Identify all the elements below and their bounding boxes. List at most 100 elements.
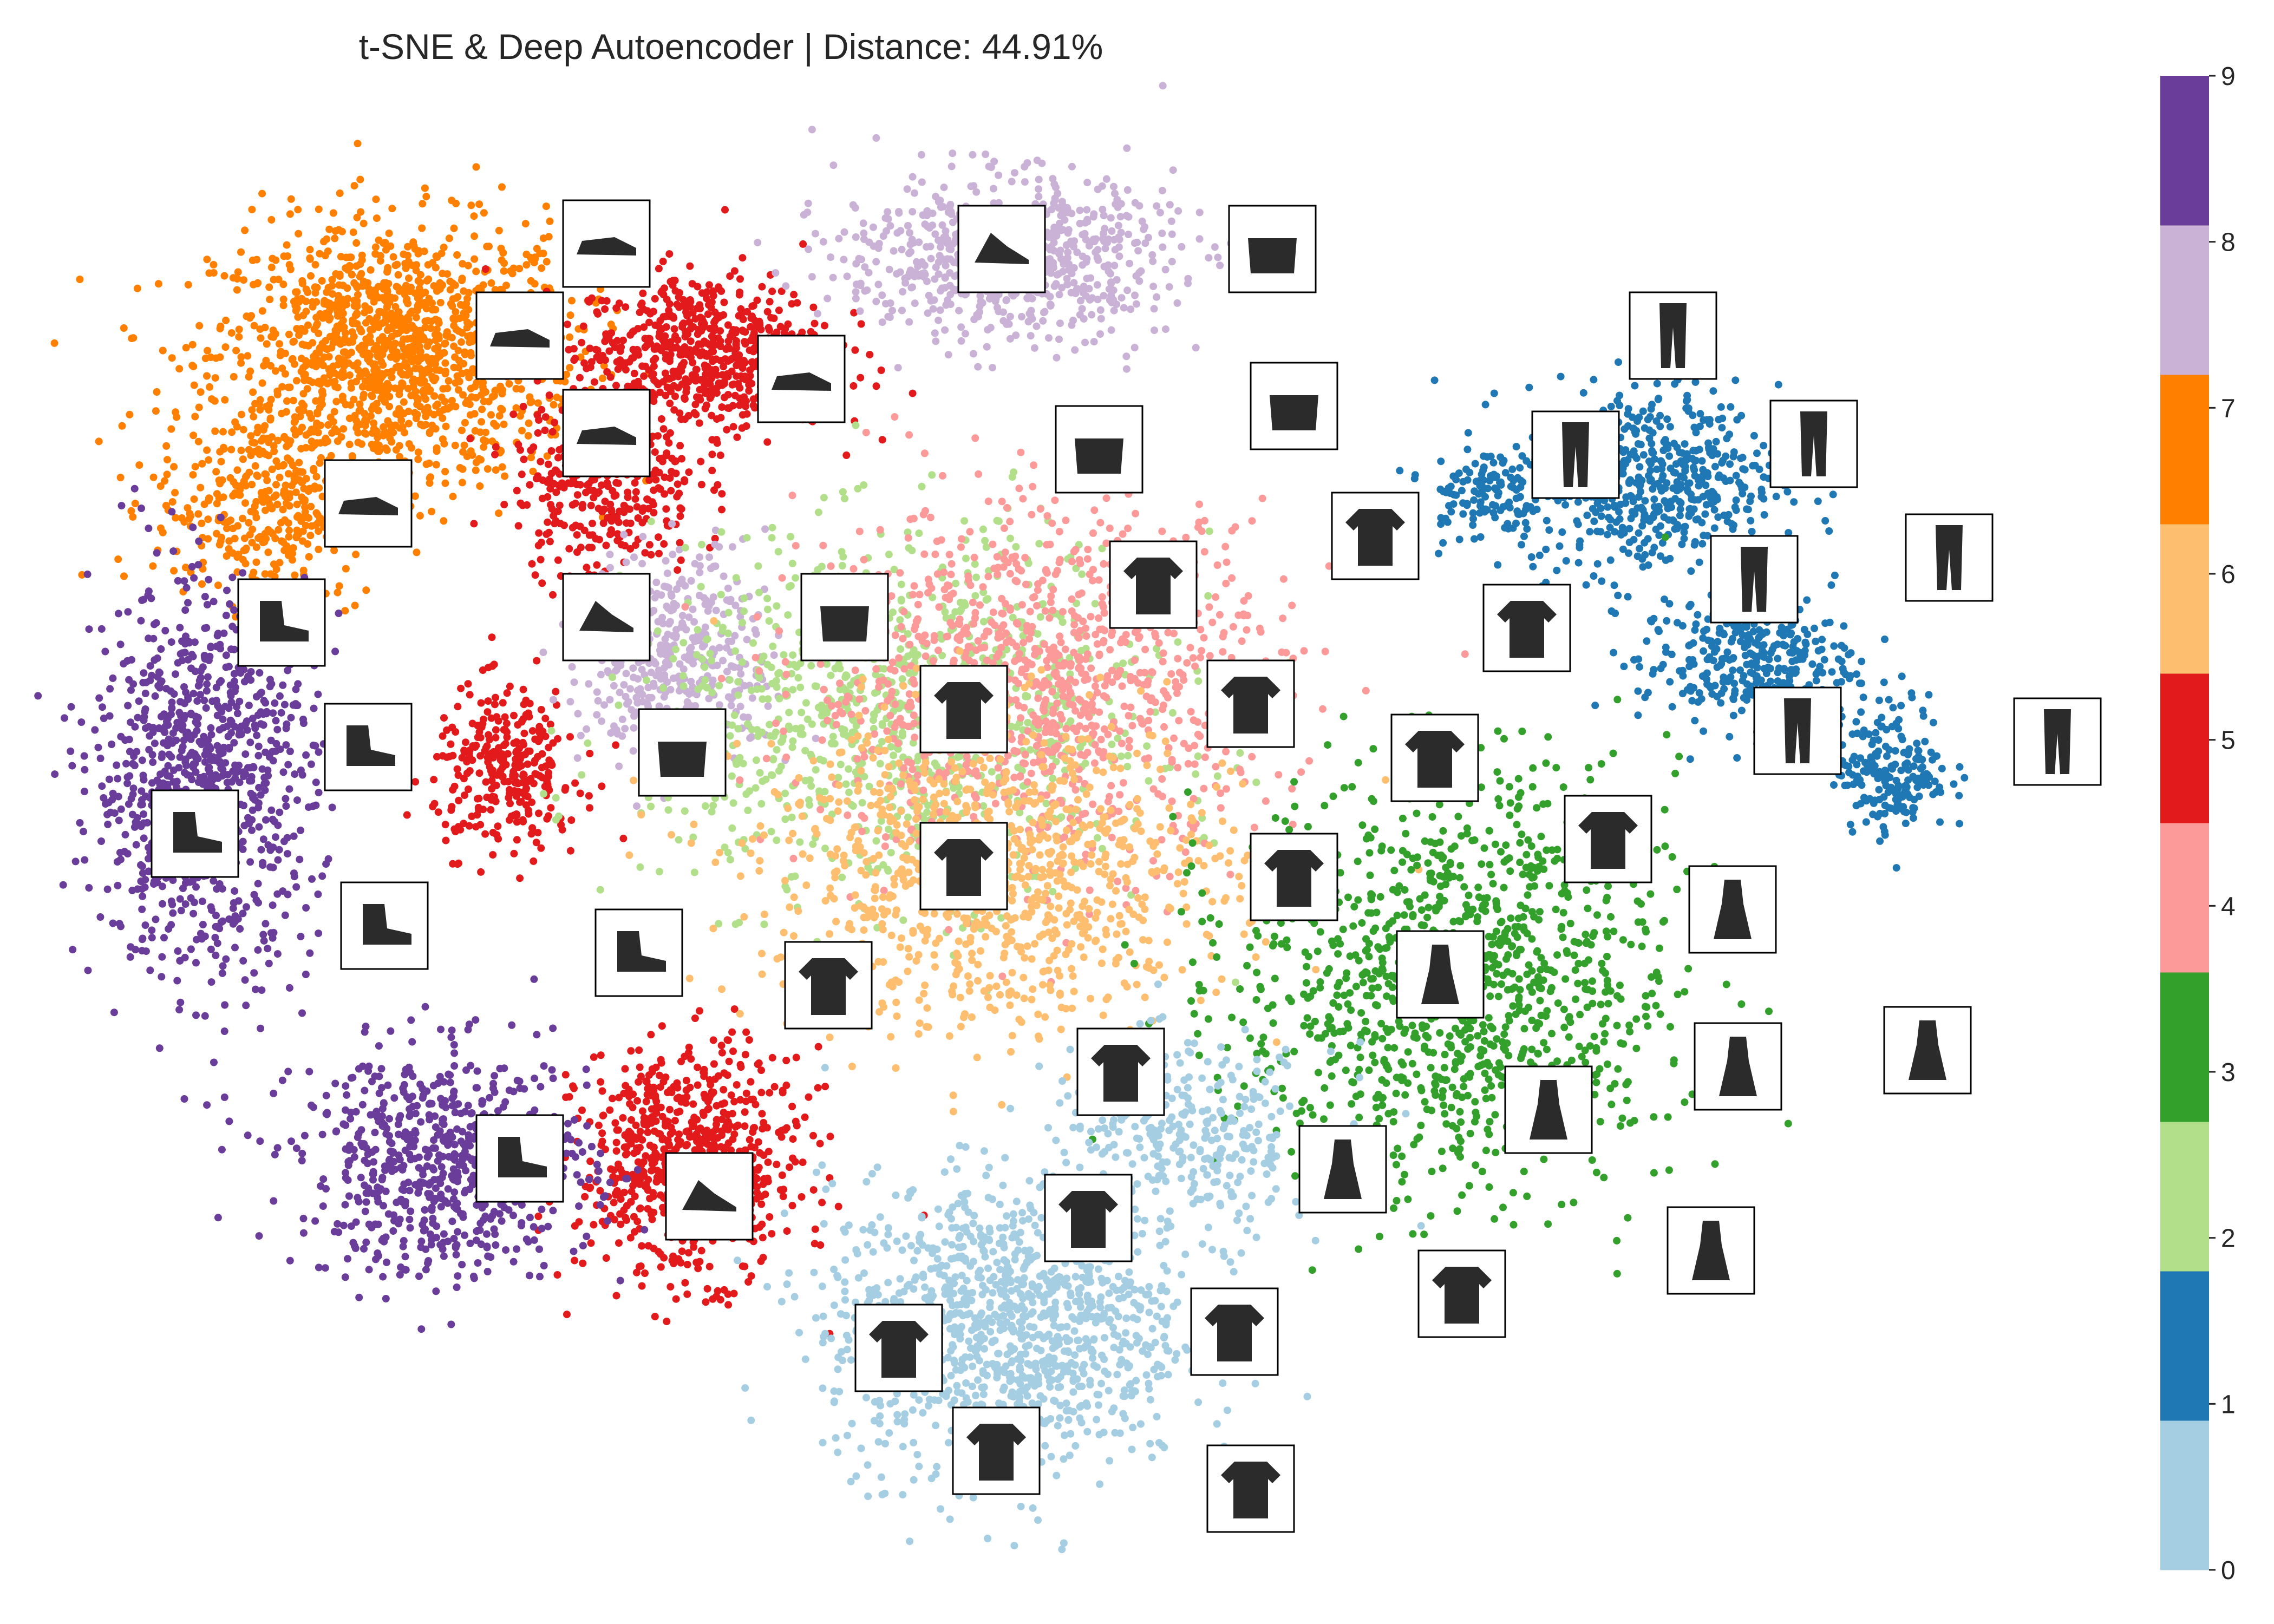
data-point: [262, 779, 270, 787]
data-point: [369, 402, 377, 410]
data-point: [104, 820, 112, 828]
data-point: [452, 294, 460, 302]
data-point: [497, 404, 505, 412]
data-point: [417, 355, 425, 363]
data-point: [757, 1257, 765, 1265]
data-point: [700, 378, 708, 387]
data-point: [167, 425, 175, 433]
data-point: [459, 465, 467, 473]
data-point: [495, 226, 503, 234]
data-point: [779, 1086, 787, 1095]
data-point: [597, 1078, 605, 1086]
data-point: [805, 1093, 813, 1101]
data-point: [694, 1081, 702, 1089]
data-point: [392, 355, 400, 363]
data-point: [81, 788, 88, 796]
data-point: [262, 920, 270, 928]
data-point: [344, 351, 352, 359]
data-point: [720, 379, 728, 388]
data-point: [834, 1202, 842, 1210]
data-point: [644, 1176, 652, 1184]
data-point: [528, 727, 537, 735]
data-point: [273, 500, 282, 508]
data-point: [544, 478, 551, 486]
data-point: [229, 525, 237, 533]
data-point: [85, 884, 93, 892]
data-point: [677, 505, 685, 513]
data-point: [524, 760, 532, 768]
data-point: [211, 397, 219, 405]
data-point: [265, 753, 273, 761]
data-point: [188, 775, 196, 783]
data-point: [552, 488, 560, 496]
data-point: [629, 1103, 637, 1111]
data-point: [478, 418, 486, 426]
data-point: [491, 700, 499, 709]
data-point: [459, 260, 467, 268]
data-point: [120, 572, 128, 580]
data-point: [697, 1247, 705, 1255]
data-point: [502, 281, 510, 290]
data-point: [383, 287, 391, 296]
data-point: [414, 344, 422, 352]
data-point: [665, 439, 673, 447]
data-point: [367, 266, 375, 274]
data-point: [217, 457, 225, 466]
data-point: [210, 598, 218, 606]
data-point: [241, 499, 249, 507]
data-point: [321, 297, 329, 305]
data-point: [770, 1083, 779, 1091]
data-point: [633, 1217, 642, 1226]
data-point: [615, 479, 622, 487]
data-point: [278, 1076, 286, 1084]
data-point: [273, 950, 282, 958]
data-point: [509, 771, 517, 779]
data-point: [371, 1129, 379, 1137]
data-point: [358, 282, 367, 290]
data-point: [424, 275, 433, 283]
data-point: [496, 1064, 504, 1072]
data-point: [190, 381, 198, 389]
data-point: [554, 454, 562, 462]
data-point: [614, 365, 622, 374]
data-point: [130, 484, 139, 493]
data-point: [518, 470, 526, 479]
data-point: [809, 1186, 818, 1194]
data-point: [633, 1097, 642, 1105]
data-point: [565, 545, 573, 553]
data-point: [775, 306, 783, 315]
data-point: [249, 525, 257, 533]
data-point: [649, 470, 657, 478]
data-point: [331, 383, 339, 391]
data-point: [588, 294, 596, 302]
data-point: [586, 1183, 594, 1191]
data-point: [222, 316, 230, 324]
data-point: [596, 1201, 604, 1209]
data-point: [218, 885, 226, 893]
data-point: [279, 302, 287, 310]
data-point: [439, 732, 447, 740]
data-point: [248, 406, 256, 414]
data-point: [306, 254, 314, 262]
data-point: [251, 724, 259, 732]
data-point: [411, 778, 420, 786]
data-point: [743, 307, 751, 316]
data-point: [222, 611, 230, 619]
data-point: [312, 778, 320, 787]
data-point: [197, 388, 205, 396]
data-point: [279, 490, 287, 498]
data-point: [647, 1031, 655, 1039]
data-point: [302, 357, 310, 365]
data-point: [579, 501, 586, 509]
data-point: [510, 711, 518, 719]
data-point: [657, 346, 665, 355]
data-point: [375, 441, 383, 449]
data-point: [351, 601, 359, 610]
data-point: [773, 328, 781, 336]
data-point: [317, 395, 325, 403]
data-point: [857, 320, 865, 328]
data-point: [182, 689, 190, 696]
data-point: [319, 314, 327, 322]
data-point: [484, 664, 492, 672]
data-point: [616, 507, 623, 515]
